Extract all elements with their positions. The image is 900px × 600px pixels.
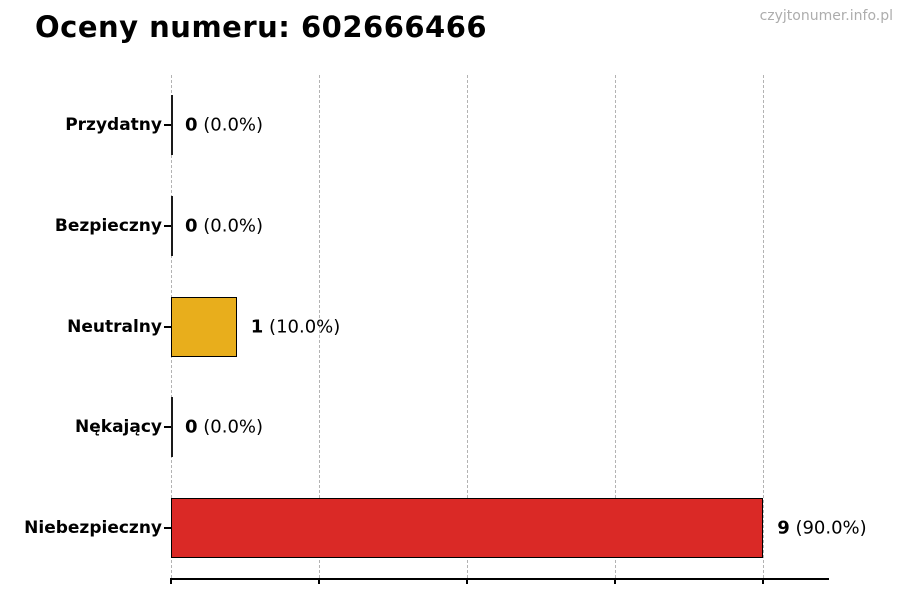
y-axis-tick bbox=[164, 224, 171, 227]
value-count: 9 bbox=[777, 517, 790, 539]
category-label: Niebezpieczny bbox=[24, 517, 162, 538]
value-count: 1 bbox=[250, 316, 264, 337]
y-axis-tick bbox=[164, 124, 171, 127]
y-axis-tick bbox=[164, 426, 171, 429]
bar bbox=[171, 296, 237, 357]
x-axis-tick bbox=[170, 578, 172, 584]
gridline bbox=[615, 75, 617, 578]
x-axis-tick bbox=[762, 578, 765, 584]
gridline bbox=[467, 75, 469, 578]
plot-area: 0 (0.0%) 0 (0.0%) 1 (10.0%) 0 (0.0%) 9 (90.0… bbox=[164, 75, 867, 584]
category-label: Przydatny bbox=[65, 115, 162, 136]
y-axis-tick bbox=[164, 526, 171, 529]
x-axis-tick bbox=[318, 578, 321, 584]
value-percent: (0.0%) bbox=[197, 416, 264, 438]
category-label: Bezpieczny bbox=[54, 215, 162, 236]
value-label: 0 (0.0%) bbox=[185, 115, 263, 136]
category-label: Nękający bbox=[75, 417, 162, 438]
value-count: 0 bbox=[185, 215, 198, 237]
x-axis-tick bbox=[466, 578, 469, 584]
bar bbox=[171, 497, 764, 558]
value-percent: (90.0%) bbox=[789, 517, 867, 539]
y-axis-category-labels: Przydatny Bezpieczny Neutralny Nękający Nieb… bbox=[0, 75, 162, 578]
x-axis-line bbox=[171, 578, 829, 580]
value-count: 0 bbox=[185, 114, 198, 136]
value-label: 0 (0.0%) bbox=[185, 417, 263, 438]
gridline bbox=[763, 75, 765, 578]
value-count: 0 bbox=[185, 416, 198, 438]
value-percent: (0.0%) bbox=[197, 114, 264, 136]
value-label: 9 (90.0%) bbox=[777, 517, 866, 538]
value-percent: (0.0%) bbox=[197, 215, 264, 237]
x-axis-tick bbox=[614, 578, 617, 584]
y-axis-tick bbox=[164, 325, 171, 328]
bar bbox=[171, 195, 173, 256]
category-label: Neutralny bbox=[67, 316, 162, 337]
watermark-text: czyjtonumer.info.pl bbox=[759, 8, 893, 24]
gridline bbox=[319, 75, 321, 578]
value-label: 1 (10.0%) bbox=[251, 316, 340, 337]
value-label: 0 (0.0%) bbox=[185, 215, 263, 236]
value-percent: (10.0%) bbox=[263, 316, 341, 337]
bar bbox=[171, 95, 173, 156]
bar bbox=[171, 397, 173, 458]
chart-title: Oceny numeru: 602666466 bbox=[35, 10, 488, 44]
